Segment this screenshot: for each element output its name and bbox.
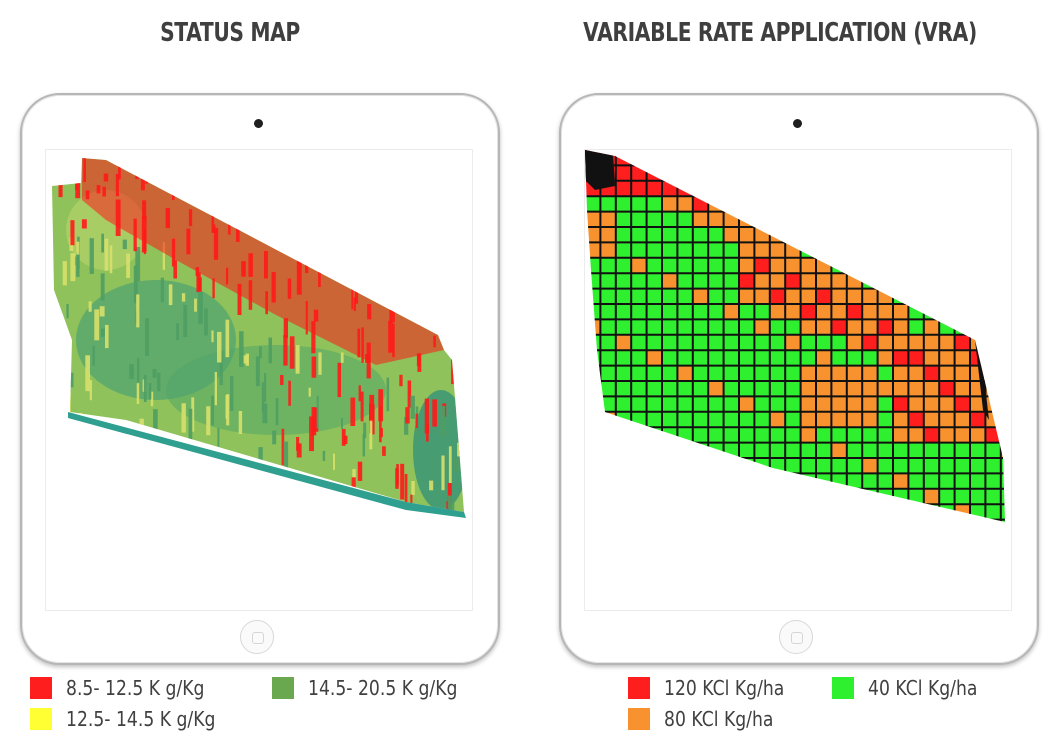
home-icon <box>252 632 264 644</box>
field-edge-strip <box>68 412 466 518</box>
vra-field <box>585 150 1005 522</box>
legend-swatch-green <box>272 677 294 699</box>
legend-swatch-red <box>30 677 52 699</box>
legend-item-high-k: 14.5- 20.5 K g/Kg <box>272 676 482 700</box>
legend-label: 14.5- 20.5 K g/Kg <box>308 676 458 700</box>
status-map-title: STATUS MAP <box>160 18 300 48</box>
home-button[interactable] <box>779 620 813 654</box>
legend-item-120: 120 KCl Kg/ha <box>628 676 804 700</box>
status-map-field <box>52 158 464 512</box>
legend-item-mid-k: 12.5- 14.5 K g/Kg <box>30 707 240 731</box>
legend-swatch-red <box>628 677 650 699</box>
vra-screen <box>584 149 1012 611</box>
camera-icon <box>254 119 263 128</box>
legend-item-low-k: 8.5- 12.5 K g/Kg <box>30 676 227 700</box>
legend-label: 8.5- 12.5 K g/Kg <box>66 676 205 700</box>
legend-swatch-yellow <box>30 708 52 730</box>
field-edge-dark <box>975 340 989 420</box>
tablet-vra <box>559 93 1039 665</box>
legend-item-80: 80 KCl Kg/ha <box>628 707 791 731</box>
vra-map <box>585 150 1005 522</box>
field-corner-dark <box>585 150 615 190</box>
legend-label: 120 KCl Kg/ha <box>664 676 785 700</box>
legend-swatch-green <box>832 677 854 699</box>
home-button[interactable] <box>240 620 274 654</box>
status-map <box>52 158 466 518</box>
legend-label: 12.5- 14.5 K g/Kg <box>66 707 216 731</box>
vra-title: VARIABLE RATE APPLICATION (VRA) <box>583 18 977 48</box>
camera-icon <box>793 119 802 128</box>
status-map-screen <box>45 149 473 611</box>
legend-swatch-orange <box>628 708 650 730</box>
legend-label: 40 KCl Kg/ha <box>868 676 978 700</box>
legend-label: 80 KCl Kg/ha <box>664 707 774 731</box>
legend-item-40: 40 KCl Kg/ha <box>832 676 995 700</box>
home-icon <box>791 632 803 644</box>
tablet-status-map <box>20 93 500 665</box>
